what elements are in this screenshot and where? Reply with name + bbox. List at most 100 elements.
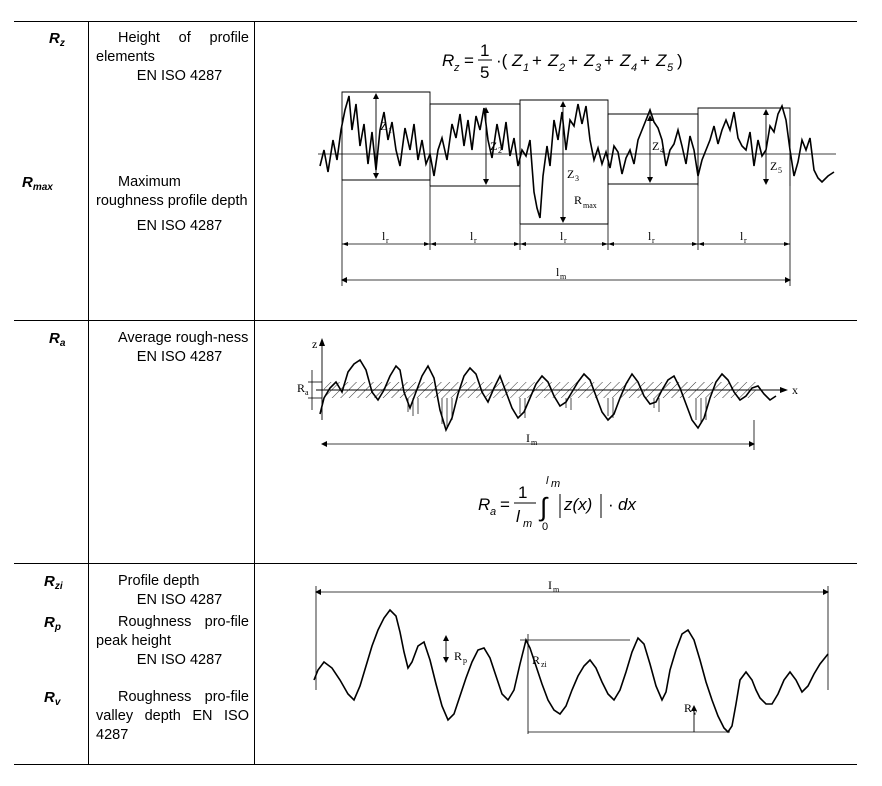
rz-formula: R z = 1 5 ·( Z 1 + Z 2 + Z 3 + Z 4 + Z 5… bbox=[442, 41, 683, 82]
svg-text:r: r bbox=[564, 236, 567, 245]
symbol-ra: Ra bbox=[49, 330, 66, 349]
description-text: Roughness pro-file peak height bbox=[96, 614, 249, 649]
description-text: Average rough-ness bbox=[118, 330, 249, 346]
svg-text:m: m bbox=[553, 585, 560, 594]
standard-text: EN ISO 4287 bbox=[136, 592, 223, 608]
svg-text:l: l bbox=[382, 229, 386, 243]
svg-text:5: 5 bbox=[778, 166, 782, 175]
table-left-border bbox=[88, 21, 89, 765]
table-top-border bbox=[14, 21, 857, 22]
svg-text:R: R bbox=[297, 381, 305, 395]
svg-text:r: r bbox=[744, 236, 747, 245]
svg-text:=: = bbox=[464, 51, 474, 70]
svg-text:r: r bbox=[474, 236, 477, 245]
table-row-divider-2 bbox=[14, 563, 857, 564]
svg-text:+: + bbox=[604, 51, 614, 70]
svg-text:·(: ·( bbox=[496, 51, 508, 70]
svg-text:R: R bbox=[454, 649, 462, 663]
svg-text:2: 2 bbox=[498, 146, 502, 155]
svg-text:Z: Z bbox=[619, 51, 631, 70]
standard-text: EN ISO 4287 bbox=[136, 349, 223, 365]
svg-text:Z: Z bbox=[490, 139, 497, 153]
description-text: Profile depth bbox=[118, 573, 200, 589]
description-rp: Roughness pro-file peak height EN ISO 42… bbox=[96, 613, 249, 670]
svg-text:z: z bbox=[453, 62, 460, 74]
svg-text:4: 4 bbox=[660, 146, 664, 155]
svg-text:m: m bbox=[531, 438, 538, 447]
svg-text:l: l bbox=[556, 265, 560, 279]
description-rv: Roughness pro-file valley depth EN ISO 4… bbox=[96, 688, 249, 745]
svg-text:∫: ∫ bbox=[538, 492, 549, 522]
svg-text:Z: Z bbox=[380, 119, 387, 133]
standard-text: EN ISO 4287 bbox=[136, 652, 223, 668]
svg-text:5: 5 bbox=[667, 62, 674, 74]
svg-text:a: a bbox=[305, 388, 309, 397]
svg-text:1: 1 bbox=[388, 126, 392, 135]
svg-text:+: + bbox=[532, 51, 542, 70]
svg-text:Z: Z bbox=[567, 167, 574, 181]
svg-text:r: r bbox=[652, 236, 655, 245]
rz-profile-curve bbox=[319, 95, 835, 219]
svg-text:R: R bbox=[478, 495, 490, 514]
svg-text:dx: dx bbox=[618, 495, 636, 514]
svg-text:I: I bbox=[526, 431, 530, 445]
svg-text:r: r bbox=[386, 236, 389, 245]
svg-text:m: m bbox=[523, 518, 532, 530]
symbol-rv: Rv bbox=[44, 689, 61, 708]
svg-text:l: l bbox=[648, 229, 652, 243]
symbol-rz: Rz bbox=[49, 30, 65, 49]
table-column-divider bbox=[254, 21, 255, 765]
svg-text:l: l bbox=[470, 229, 474, 243]
svg-text:3: 3 bbox=[595, 62, 602, 74]
svg-text:3: 3 bbox=[575, 174, 579, 183]
svg-text:R: R bbox=[684, 701, 692, 715]
svg-text:4: 4 bbox=[631, 62, 637, 74]
description-ra: Average rough-ness EN ISO 4287 bbox=[96, 329, 249, 367]
svg-text:a: a bbox=[490, 506, 496, 518]
description-rz: Height of profile elements EN ISO 4287 bbox=[96, 29, 249, 86]
description-text: Roughness pro-file valley depth EN ISO 4… bbox=[96, 689, 249, 743]
svg-text:Z: Z bbox=[547, 51, 559, 70]
svg-text:): ) bbox=[677, 51, 683, 70]
rz-figure: R z = 1 5 ·( Z 1 + Z 2 + Z 3 + Z 4 + Z 5… bbox=[318, 41, 836, 286]
svg-text:R: R bbox=[532, 653, 540, 667]
svg-text:z: z bbox=[312, 337, 317, 351]
svg-text:l: l bbox=[560, 229, 564, 243]
svg-text:5: 5 bbox=[480, 63, 489, 82]
description-rzi: Profile depth EN ISO 4287 bbox=[96, 572, 249, 610]
svg-text:Z: Z bbox=[583, 51, 595, 70]
svg-text:+: + bbox=[640, 51, 650, 70]
svg-text:I: I bbox=[548, 578, 552, 592]
symbol-rmax: Rmax bbox=[22, 174, 53, 193]
svg-text:R: R bbox=[442, 51, 454, 70]
svg-text:m: m bbox=[551, 478, 560, 490]
ra-profile-curve bbox=[319, 358, 777, 433]
svg-text:zi: zi bbox=[541, 660, 548, 669]
description-rmax: Maximum roughness profile depth EN ISO 4… bbox=[96, 173, 249, 236]
ra-formula: R a = 1 l m l m ∫ 0 z(x) · dx bbox=[478, 475, 636, 533]
svg-text:Z: Z bbox=[655, 51, 667, 70]
svg-text:l: l bbox=[546, 475, 549, 487]
svg-text:1: 1 bbox=[523, 62, 529, 74]
rzi-profile-curve bbox=[313, 608, 829, 734]
svg-text:2: 2 bbox=[558, 62, 565, 74]
svg-text:1: 1 bbox=[518, 483, 527, 502]
svg-text:R: R bbox=[574, 193, 582, 207]
standard-text: EN ISO 4287 bbox=[136, 218, 223, 234]
svg-text:·: · bbox=[608, 495, 614, 514]
svg-text:m: m bbox=[560, 272, 567, 281]
svg-text:l: l bbox=[740, 229, 744, 243]
svg-text:v: v bbox=[693, 708, 697, 717]
symbol-rzi: Rzi bbox=[44, 573, 63, 592]
svg-text:max: max bbox=[583, 201, 597, 210]
table-bottom-border bbox=[14, 764, 857, 765]
svg-text:=: = bbox=[500, 495, 510, 514]
svg-text:Z: Z bbox=[511, 51, 523, 70]
symbol-rp: Rp bbox=[44, 614, 61, 633]
svg-text:+: + bbox=[568, 51, 578, 70]
standard-text: EN ISO 4287 bbox=[136, 68, 223, 84]
